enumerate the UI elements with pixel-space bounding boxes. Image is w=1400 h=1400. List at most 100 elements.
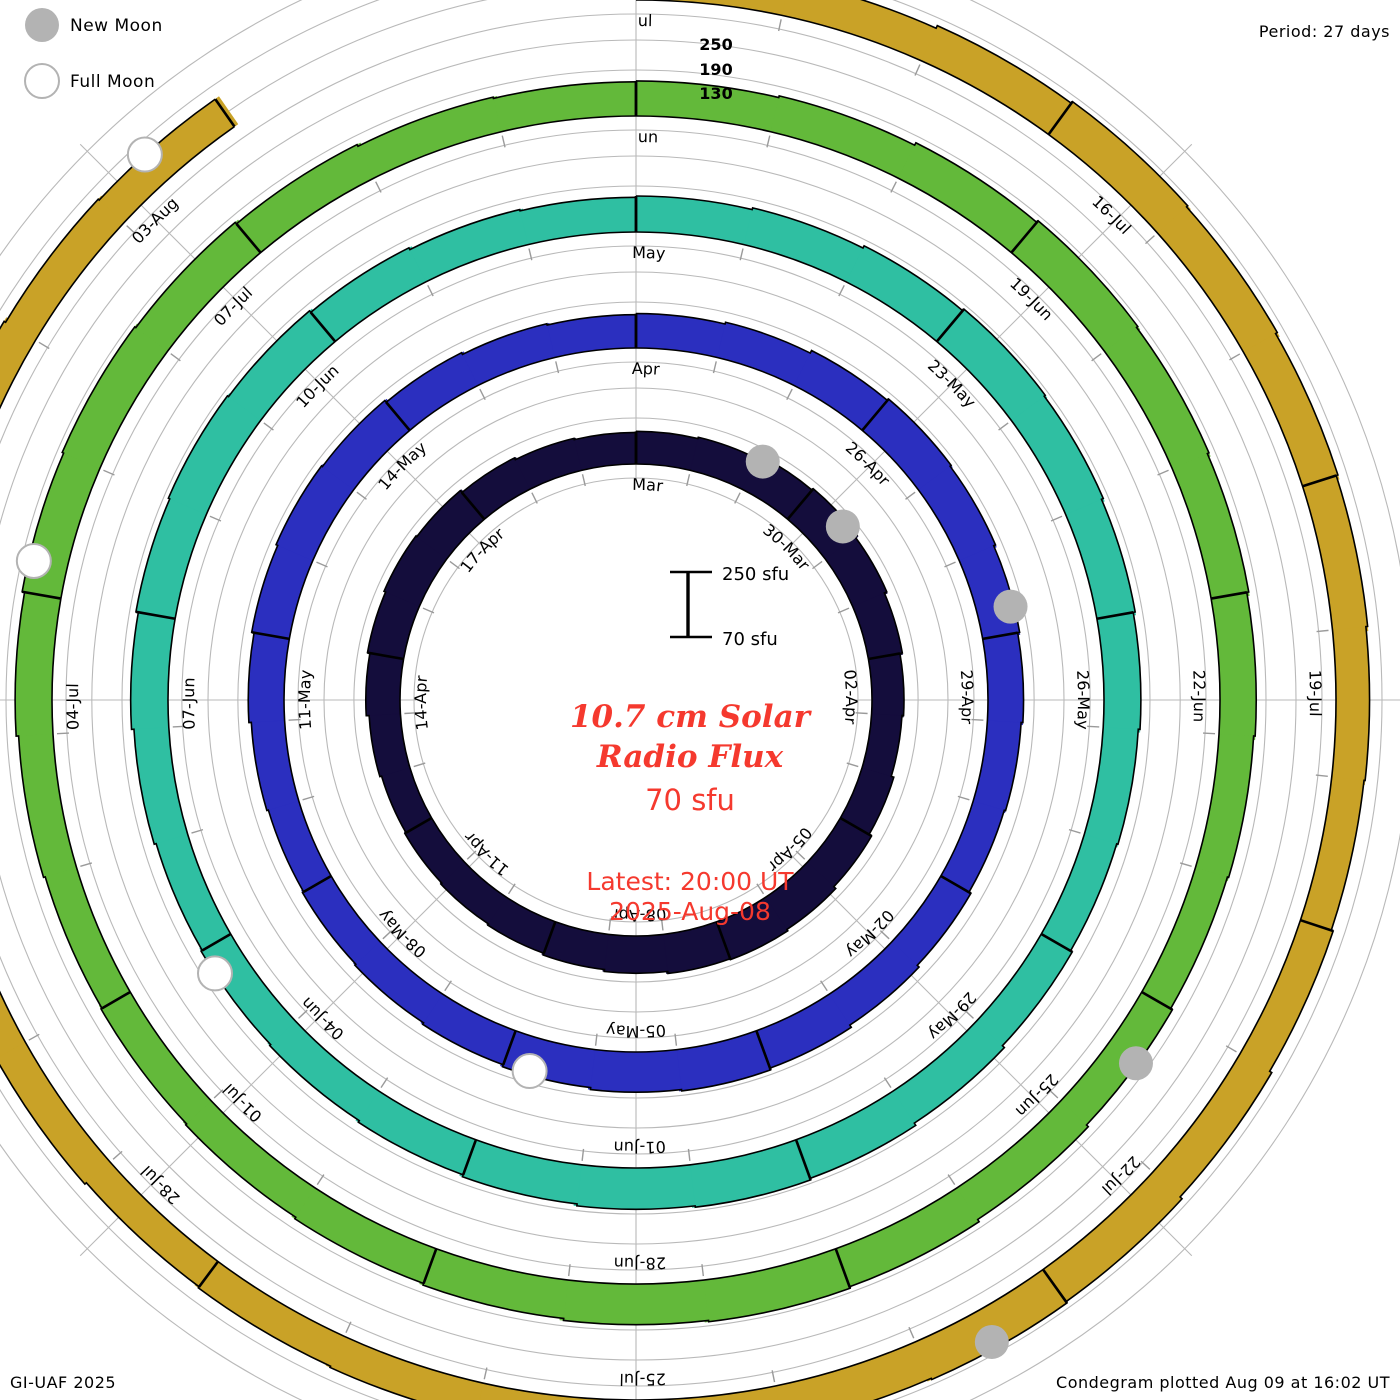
flux-segment[interactable] [674,1030,771,1092]
ring-16-jun[interactable] [14,80,1257,1326]
flux-segment[interactable] [1331,626,1370,786]
flux-segment[interactable] [936,308,1048,424]
scale-number-130: 130 [699,84,732,103]
flux-segment[interactable] [587,1049,682,1093]
flux-segment[interactable] [409,208,532,283]
flux-segment[interactable] [700,1248,851,1323]
flux-segment[interactable] [135,495,208,619]
day-tick-major [135,610,176,621]
flux-segment[interactable] [1298,776,1365,935]
flux-segment[interactable] [1243,333,1340,491]
flux-segment[interactable] [868,653,905,718]
flux-segment[interactable] [754,993,852,1070]
flux-segment[interactable] [559,1279,709,1325]
flux-segment[interactable] [974,933,1073,1049]
day-tick-minor [786,388,793,401]
ring-date-label: 08-Apr [610,904,667,925]
day-tick-minor [356,491,367,500]
new-moon-marker[interactable] [1118,1046,1153,1081]
day-tick-major [940,874,972,895]
day-tick-major [1096,611,1134,621]
flux-segment[interactable] [419,1247,569,1319]
flux-segment[interactable] [832,1187,980,1289]
flux-segment[interactable] [770,1341,932,1400]
day-tick-minor [302,795,315,801]
ring-date-label: 29-Apr [957,669,977,725]
flux-segment[interactable] [1149,1053,1273,1201]
full-moon-marker[interactable] [15,542,52,579]
flux-segment[interactable] [1302,475,1369,635]
flux-segment[interactable] [462,322,558,386]
flux-segment[interactable] [921,25,1076,138]
day-tick-minor [112,1150,123,1160]
flux-segment[interactable] [250,718,300,811]
flux-segment[interactable] [1157,206,1280,356]
day-tick-minor [701,1264,705,1277]
day-tick-minor [483,1367,488,1380]
full-moon-marker[interactable] [511,1053,548,1090]
day-tick-minor [905,491,916,500]
flux-segment[interactable] [573,1164,696,1210]
day-tick-minor [687,1148,691,1161]
day-tick-major [1041,1268,1069,1304]
day-tick-minor [191,828,204,834]
flux-segment[interactable] [493,81,640,132]
flux-segment[interactable] [602,934,668,974]
day-tick-major [201,932,232,952]
flux-segment[interactable] [781,0,941,63]
moon-markers-layer[interactable] [15,136,1153,1359]
ring-date-label: 05-May [605,1021,666,1041]
ring-date-label: 22-Jun [1189,669,1209,722]
ring-date-label: 19-Jul [1305,670,1325,717]
day-tick-minor [739,248,744,261]
flux-segment[interactable] [1065,498,1136,622]
flux-rings-layer[interactable] [0,0,1371,1400]
day-tick-major [198,1260,220,1288]
full-moon-marker[interactable] [126,136,163,173]
day-tick-major [251,630,290,641]
flux-segment[interactable] [982,632,1024,726]
full-moon-marker[interactable] [196,955,233,992]
flux-segment[interactable] [519,197,640,245]
ring-27-mar[interactable] [364,430,905,975]
flux-segment[interactable] [133,724,188,845]
flux-segment[interactable] [325,1334,484,1400]
day-tick-minor [1048,1089,1059,1099]
ring-date-label: 25-Jul [619,1369,666,1389]
ring-23-apr[interactable] [247,312,1025,1094]
flux-segment[interactable] [1083,727,1139,848]
ring-date-label: 26-May [1073,670,1093,731]
flux-segment[interactable] [953,1100,1089,1222]
flux-segment[interactable] [1237,919,1334,1076]
day-tick-minor [947,1174,956,1185]
ring-13-jul[interactable] [0,0,1371,1400]
day-tick-minor [914,64,921,76]
day-tick-minor [466,850,477,860]
flux-segment[interactable] [365,651,405,716]
flux-segment[interactable] [267,798,332,893]
day-tick-minor [964,1009,974,1019]
new-moon-marker[interactable] [825,509,860,544]
flux-segment[interactable] [743,207,867,284]
new-moon-marker[interactable] [745,444,780,479]
flux-segment[interactable] [972,720,1022,814]
flux-segment[interactable] [716,322,813,387]
flux-segment[interactable] [635,195,756,246]
flux-segment[interactable] [1210,592,1257,741]
day-tick-minor [413,762,426,768]
new-moon-marker[interactable] [974,1324,1009,1359]
new-moon-icon [25,8,59,42]
plotted-note: Condegram plotted Aug 09 at 16:02 UT [1056,1373,1390,1392]
new-moon-marker[interactable] [993,589,1028,624]
day-tick-major [755,1030,772,1071]
flux-segment[interactable] [267,1018,380,1121]
day-tick-major [1302,474,1337,488]
flux-segment[interactable] [793,1090,917,1180]
day-tick-minor [581,474,586,487]
day-tick-major [1141,990,1174,1011]
day-tick-minor [674,1033,678,1046]
flux-segment[interactable] [1171,453,1250,603]
flux-segment[interactable] [0,1038,111,1185]
